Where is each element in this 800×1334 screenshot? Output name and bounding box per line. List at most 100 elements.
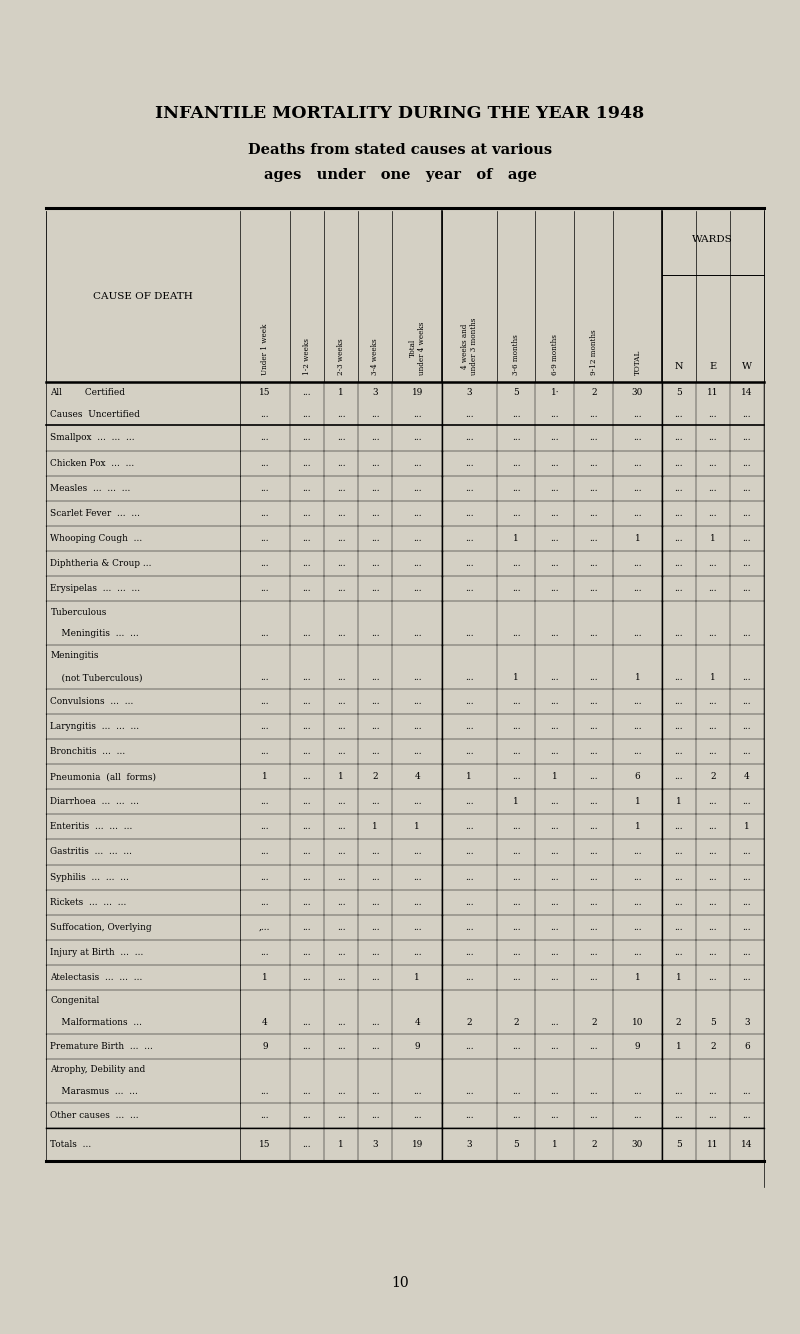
Text: ...: ...	[709, 722, 717, 731]
Text: ...: ...	[709, 630, 717, 639]
Text: 2: 2	[591, 1018, 597, 1027]
Text: ...: ...	[590, 696, 598, 706]
Text: ...: ...	[413, 1087, 422, 1097]
Text: 1: 1	[676, 798, 682, 806]
Text: ...: ...	[465, 847, 474, 856]
Text: E: E	[710, 362, 716, 371]
Text: 14: 14	[741, 388, 753, 398]
Text: Diarrhoea  ...  ...  ...: Diarrhoea ... ... ...	[50, 798, 139, 806]
Text: ...: ...	[674, 534, 683, 543]
Text: 10: 10	[632, 1018, 643, 1027]
Text: CAUSE OF DEATH: CAUSE OF DEATH	[93, 292, 193, 300]
Text: ...: ...	[590, 559, 598, 568]
Text: 1: 1	[676, 972, 682, 982]
Text: ...: ...	[302, 434, 311, 443]
Text: 1: 1	[744, 822, 750, 831]
Text: ...: ...	[674, 747, 683, 756]
Text: ...: ...	[742, 847, 751, 856]
Text: 9: 9	[262, 1042, 268, 1051]
Text: Congenital: Congenital	[50, 996, 100, 1006]
Text: ...: ...	[709, 1087, 717, 1097]
Text: ...: ...	[512, 972, 520, 982]
Text: ...: ...	[413, 798, 422, 806]
Text: ...: ...	[550, 1018, 559, 1027]
Text: ...: ...	[633, 1111, 642, 1121]
Text: ...: ...	[742, 898, 751, 907]
Text: ...: ...	[512, 559, 520, 568]
Text: Whooping Cough  ...: Whooping Cough ...	[50, 534, 142, 543]
Text: ...: ...	[302, 972, 311, 982]
Text: ...: ...	[674, 722, 683, 731]
Text: ...: ...	[512, 722, 520, 731]
Text: Gastritis  ...  ...  ...: Gastritis ... ... ...	[50, 847, 133, 856]
Text: ...: ...	[261, 872, 270, 882]
Text: ...: ...	[709, 1111, 717, 1121]
Text: ...: ...	[413, 923, 422, 931]
Text: ...: ...	[261, 948, 270, 956]
Text: ...: ...	[302, 534, 311, 543]
Text: 2: 2	[513, 1018, 519, 1027]
Text: ...: ...	[337, 722, 346, 731]
Text: ...: ...	[550, 434, 559, 443]
Text: ...: ...	[413, 584, 422, 594]
Text: ...: ...	[633, 747, 642, 756]
Text: ...: ...	[413, 1111, 422, 1121]
Text: ...: ...	[590, 972, 598, 982]
Text: Smallpox  ...  ...  ...: Smallpox ... ... ...	[50, 434, 135, 443]
Text: ...: ...	[550, 872, 559, 882]
Text: ...: ...	[709, 434, 717, 443]
Text: 4: 4	[744, 772, 750, 782]
Text: Malformations  ...: Malformations ...	[50, 1018, 142, 1027]
Text: ...: ...	[633, 630, 642, 639]
Text: ...: ...	[261, 1087, 270, 1097]
Text: ...: ...	[465, 459, 474, 468]
Text: 11: 11	[707, 1139, 718, 1149]
Text: N: N	[674, 362, 683, 371]
Text: ...: ...	[550, 630, 559, 639]
Text: ...: ...	[512, 410, 520, 419]
Text: ...: ...	[674, 898, 683, 907]
Text: 2: 2	[676, 1018, 682, 1027]
Text: ...: ...	[709, 508, 717, 518]
Text: 19: 19	[411, 388, 423, 398]
Text: 10: 10	[391, 1277, 409, 1290]
Text: ...: ...	[512, 1111, 520, 1121]
Text: ...: ...	[371, 722, 379, 731]
Text: ...: ...	[550, 948, 559, 956]
Text: ...: ...	[550, 898, 559, 907]
Text: ...: ...	[742, 948, 751, 956]
Text: ...: ...	[465, 584, 474, 594]
Text: Marasmus  ...  ...: Marasmus ... ...	[50, 1087, 138, 1097]
Text: ...: ...	[633, 584, 642, 594]
Text: 2: 2	[372, 772, 378, 782]
Text: ...: ...	[550, 1111, 559, 1121]
Text: 1: 1	[338, 772, 344, 782]
Text: ...: ...	[709, 972, 717, 982]
Text: ...: ...	[742, 459, 751, 468]
Text: ...: ...	[709, 822, 717, 831]
Text: ...: ...	[590, 722, 598, 731]
Text: ...: ...	[709, 410, 717, 419]
Text: ...: ...	[674, 434, 683, 443]
Text: ...: ...	[261, 559, 270, 568]
Text: ...: ...	[302, 948, 311, 956]
Text: ...: ...	[674, 696, 683, 706]
Text: 5: 5	[710, 1018, 716, 1027]
Text: 2: 2	[710, 1042, 715, 1051]
Text: Bronchitis  ...  ...: Bronchitis ... ...	[50, 747, 126, 756]
Text: ...: ...	[337, 972, 346, 982]
Text: ...: ...	[674, 484, 683, 492]
Text: ...: ...	[590, 534, 598, 543]
Text: ...: ...	[674, 923, 683, 931]
Text: 5: 5	[676, 1139, 682, 1149]
Text: ...: ...	[709, 584, 717, 594]
Text: ...: ...	[709, 747, 717, 756]
Text: ...: ...	[261, 630, 270, 639]
Text: 1: 1	[513, 674, 519, 683]
Text: 1: 1	[513, 534, 519, 543]
Text: Causes  Uncertified: Causes Uncertified	[50, 410, 140, 419]
Text: ...: ...	[633, 872, 642, 882]
Text: ...: ...	[371, 1087, 379, 1097]
Text: ...: ...	[337, 696, 346, 706]
Text: ...: ...	[413, 534, 422, 543]
